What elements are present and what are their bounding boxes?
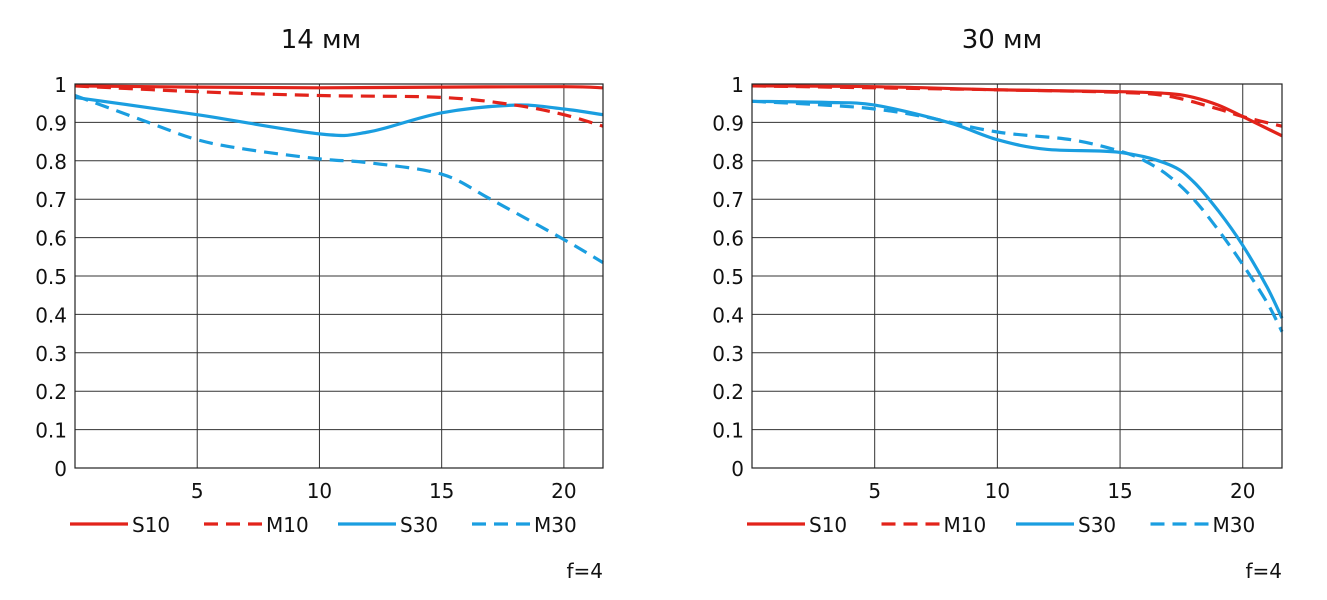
y-tick-label: 0.1 [35,419,67,443]
legend-label-s30: S30 [400,513,438,537]
y-tick-label: 0.3 [35,342,67,366]
chart-title: 30 мм [962,25,1043,55]
y-tick-label: 0.6 [712,227,744,251]
x-tick-label: 20 [551,479,576,503]
y-tick-label: 0 [54,457,67,481]
legend-label-m10: M10 [266,513,309,537]
x-tick-label: 5 [868,479,881,503]
x-tick-label: 20 [1230,479,1255,503]
y-tick-label: 0.4 [35,303,67,327]
y-tick-label: 0.8 [712,150,744,174]
x-tick-label: 10 [985,479,1010,503]
chart-title: 14 мм [281,25,362,55]
legend: S10 M10 S30 M30 [747,513,1255,537]
x-tick-label: 15 [429,479,454,503]
y-tick-label: 0.5 [712,265,744,289]
y-tick-label: 0.1 [712,419,744,443]
series-line-m30 [751,99,1284,333]
series-line-s10 [751,84,1283,138]
legend-label-s10: S10 [809,513,847,537]
y-tick-label: 0 [731,457,744,481]
y-tick-label: 0.9 [35,111,67,135]
y-tick-label: 0.6 [35,227,67,251]
x-tick-label: 5 [191,479,204,503]
y-tick-label: 1 [54,73,67,97]
legend: S10 M10 S30 M30 [70,513,577,537]
legend-label-s30: S30 [1078,513,1116,537]
y-tick-label: 0.2 [35,380,67,404]
tick-labels: 00.10.20.30.40.50.60.70.80.915 10 15 20 [712,73,1255,503]
legend-label-m30: M30 [1213,513,1256,537]
aperture-note: f=4 [566,559,603,583]
tick-labels: 00.10.20.30.40.50.60.70.80.915 10 15 20 [35,73,576,503]
y-tick-label: 0.2 [712,380,744,404]
series-line-s30 [751,99,1284,319]
aperture-note: f=4 [1245,559,1282,583]
legend-label-m30: M30 [534,513,577,537]
series-line-s10 [74,84,604,90]
series-line-s30 [74,95,604,138]
y-tick-label: 0.5 [35,265,67,289]
series-line-m10 [74,84,604,128]
y-tick-label: 0.8 [35,150,67,174]
chart-14mm: 14 мм 00.10.20.30.40.50.60.70.80.915 10 15… [35,25,604,583]
y-tick-label: 0.4 [712,303,744,327]
grid [752,83,1282,469]
grid [75,83,603,469]
y-tick-label: 1 [731,73,744,97]
series-layer [751,84,1284,333]
chart-30mm: 30 мм 00.10.20.30.40.50.60.70.80.915 10 15… [712,25,1284,583]
y-tick-label: 0.9 [712,111,744,135]
y-tick-label: 0.3 [712,342,744,366]
x-tick-label: 10 [307,479,332,503]
plot-frame [74,83,604,469]
plot-frame [751,83,1283,469]
x-tick-label: 15 [1107,479,1132,503]
y-tick-label: 0.7 [712,188,744,212]
legend-label-m10: M10 [944,513,987,537]
series-layer [74,84,604,264]
legend-label-s10: S10 [132,513,170,537]
y-tick-label: 0.7 [35,188,67,212]
